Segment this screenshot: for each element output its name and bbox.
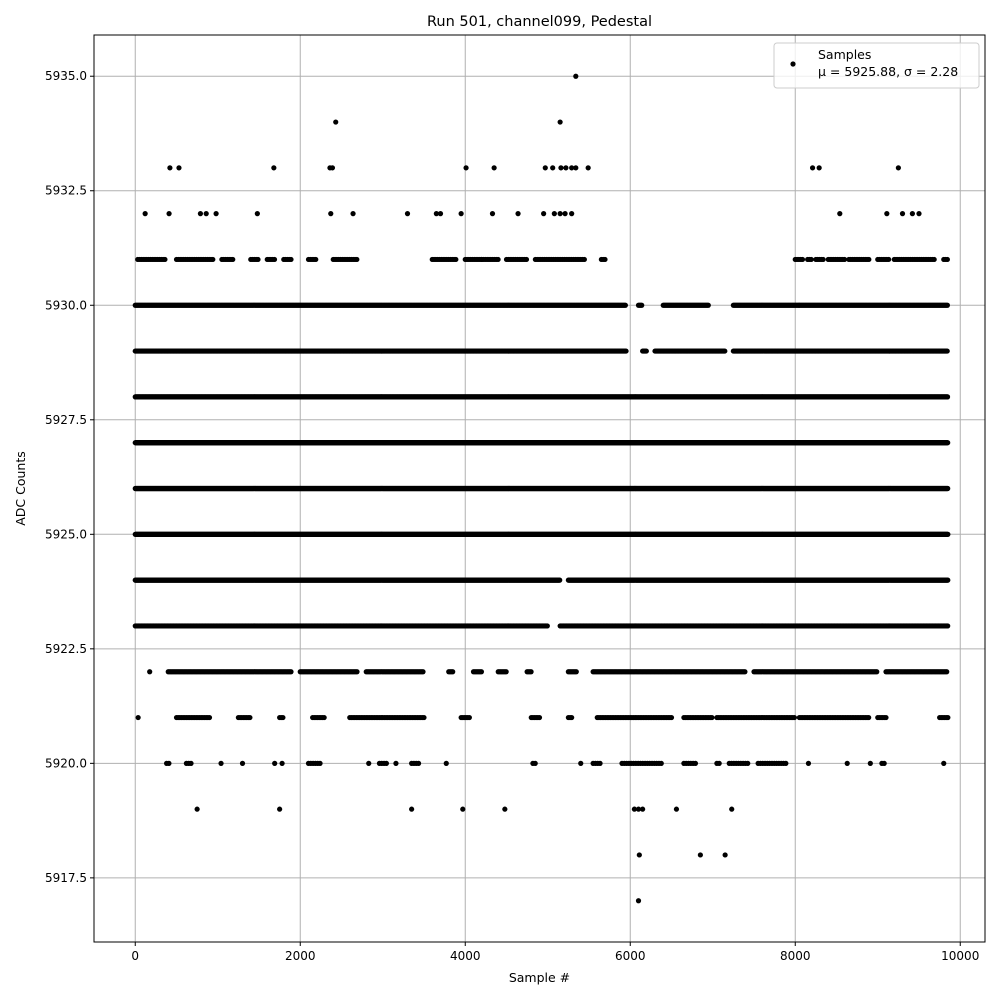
- data-points: [132, 73, 951, 904]
- data-point: [639, 302, 645, 308]
- data-point: [808, 256, 814, 263]
- data-point: [523, 256, 530, 263]
- data-point: [931, 256, 937, 263]
- data-point: [230, 256, 236, 263]
- data-point: [255, 256, 261, 263]
- data-point: [722, 348, 728, 354]
- data-point: [354, 256, 360, 263]
- data-point: [643, 348, 649, 354]
- data-point: [495, 256, 501, 263]
- data-point: [288, 256, 294, 263]
- data-point: [602, 256, 608, 263]
- data-point: [944, 348, 950, 354]
- data-point: [210, 256, 216, 263]
- data-point: [623, 348, 629, 354]
- data-point: [944, 302, 950, 308]
- chart-title: Run 501, channel099, Pedestal: [427, 14, 652, 30]
- data-point: [799, 256, 806, 263]
- data-point: [705, 302, 711, 308]
- data-point: [453, 256, 459, 263]
- data-point: [581, 256, 587, 263]
- data-point: [944, 394, 951, 400]
- data-point: [271, 256, 278, 263]
- data-point: [944, 256, 950, 263]
- data-point: [313, 256, 319, 263]
- data-point: [841, 256, 848, 263]
- data-point: [886, 256, 892, 263]
- data-point: [820, 256, 826, 263]
- data-point: [162, 256, 168, 263]
- data-point: [866, 256, 872, 263]
- data-point: [622, 302, 628, 308]
